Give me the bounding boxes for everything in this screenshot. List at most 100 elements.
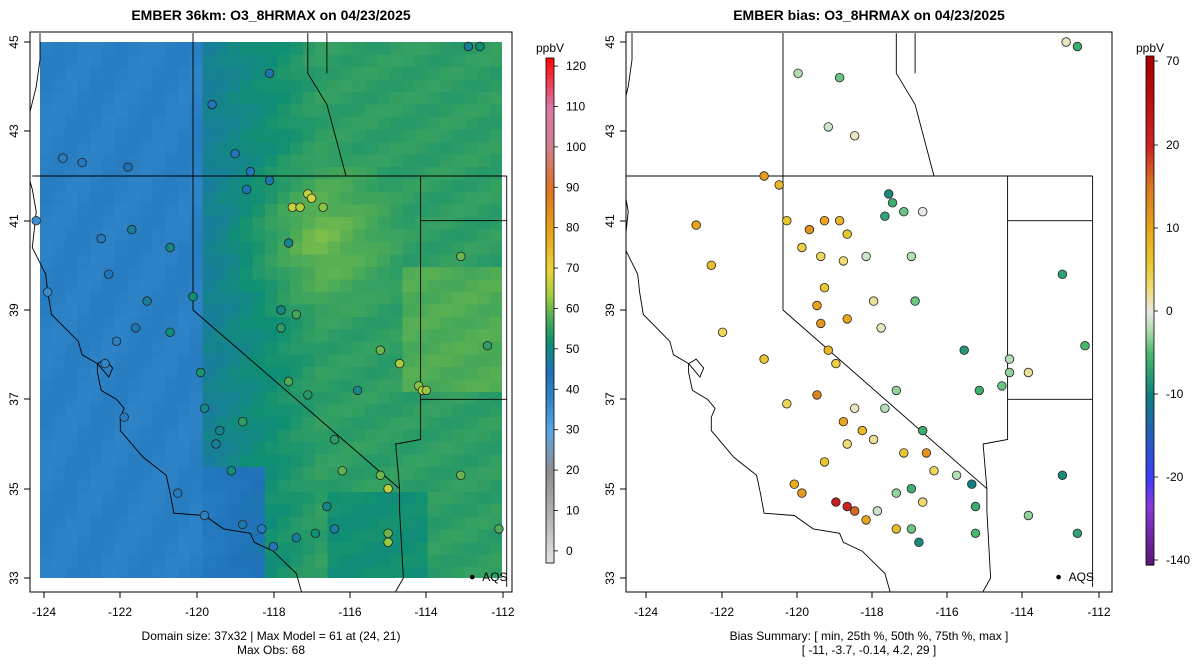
model-cell bbox=[490, 379, 502, 393]
colorbar-band bbox=[546, 487, 554, 493]
model-cell bbox=[290, 454, 303, 468]
model-cell bbox=[102, 404, 116, 418]
model-cell bbox=[415, 417, 428, 430]
model-cell bbox=[152, 167, 166, 180]
model-cell bbox=[177, 554, 191, 568]
model-cell bbox=[102, 92, 116, 105]
site-marker bbox=[850, 403, 860, 414]
model-cell bbox=[477, 104, 491, 118]
model-cell bbox=[90, 42, 103, 55]
colorbar-band bbox=[1146, 331, 1154, 336]
model-cell bbox=[202, 479, 216, 493]
colorbar-band bbox=[1146, 166, 1154, 171]
model-cell bbox=[227, 517, 241, 530]
model-cell bbox=[327, 392, 341, 405]
model-cell bbox=[452, 442, 466, 455]
colorbar-band bbox=[546, 428, 554, 434]
model-cell bbox=[240, 79, 253, 93]
model-cell bbox=[465, 542, 478, 555]
model-cell bbox=[390, 342, 403, 355]
model-cell bbox=[52, 142, 66, 155]
coastline bbox=[626, 33, 891, 592]
model-cell bbox=[477, 292, 491, 305]
model-cell bbox=[40, 92, 53, 105]
model-cell bbox=[315, 317, 328, 330]
site-marker bbox=[318, 202, 328, 213]
colorbar-band bbox=[546, 512, 554, 518]
model-cell bbox=[177, 479, 191, 493]
model-cell bbox=[490, 192, 502, 205]
model-cell bbox=[402, 367, 416, 380]
model-cell bbox=[265, 79, 278, 93]
model-cell bbox=[415, 529, 428, 543]
model-cell bbox=[327, 467, 341, 480]
model-cell bbox=[440, 67, 453, 80]
site-marker bbox=[494, 524, 504, 534]
colorbar-band bbox=[546, 226, 554, 232]
model-cell bbox=[77, 417, 91, 430]
model-cell bbox=[252, 167, 266, 180]
model-cell bbox=[352, 504, 366, 518]
model-cell bbox=[302, 217, 316, 230]
model-cell bbox=[327, 142, 341, 155]
model-field bbox=[40, 42, 502, 578]
colorbar-band bbox=[1146, 349, 1154, 354]
model-cell bbox=[65, 279, 78, 293]
model-cell bbox=[315, 329, 328, 343]
model-cell bbox=[352, 292, 366, 305]
model-cell bbox=[265, 117, 278, 130]
colorbar-band bbox=[1146, 301, 1154, 306]
model-cell bbox=[290, 479, 303, 493]
model-cell bbox=[127, 192, 141, 205]
model-cell bbox=[165, 417, 178, 430]
model-cell bbox=[427, 92, 441, 105]
model-cell bbox=[302, 379, 316, 393]
model-cell bbox=[365, 442, 378, 455]
x-tick-label: -118 bbox=[262, 605, 285, 619]
model-cell bbox=[440, 379, 453, 393]
model-cell bbox=[402, 554, 416, 568]
model-cell bbox=[52, 442, 66, 455]
model-cell bbox=[90, 417, 103, 430]
model-cell bbox=[402, 92, 416, 105]
model-cell bbox=[52, 517, 66, 530]
model-cell bbox=[115, 279, 128, 293]
model-cell bbox=[52, 67, 66, 80]
y-tick-label: 39 bbox=[603, 303, 617, 317]
model-cell bbox=[365, 129, 378, 143]
model-cell bbox=[465, 79, 478, 93]
colorbar-band bbox=[546, 108, 554, 114]
model-cell bbox=[127, 117, 141, 130]
model-cell bbox=[427, 142, 441, 155]
model-cell bbox=[290, 467, 303, 480]
model-cell bbox=[452, 392, 466, 405]
colorbar-frame bbox=[545, 57, 555, 564]
model-cell bbox=[340, 392, 353, 405]
model-cell bbox=[465, 442, 478, 455]
model-cell bbox=[402, 104, 416, 118]
model-cell bbox=[77, 479, 91, 493]
model-cell bbox=[115, 442, 128, 455]
colorbar-band bbox=[546, 499, 554, 505]
model-cell bbox=[315, 104, 328, 118]
model-cell bbox=[77, 317, 91, 330]
model-cell bbox=[390, 204, 403, 218]
site-marker bbox=[257, 524, 267, 534]
colorbar-band bbox=[1146, 505, 1154, 509]
model-cell bbox=[302, 92, 316, 105]
model-cell bbox=[252, 92, 266, 105]
colorbar-band bbox=[1146, 484, 1154, 488]
model-cell bbox=[165, 379, 178, 393]
model-cell bbox=[427, 129, 441, 143]
site-marker bbox=[918, 497, 928, 507]
model-cell bbox=[465, 154, 478, 168]
site-marker bbox=[918, 425, 928, 436]
model-cell bbox=[377, 67, 391, 80]
model-cell bbox=[327, 79, 341, 93]
model-cell bbox=[440, 542, 453, 555]
model-cell bbox=[152, 304, 166, 318]
x-tick-label: -118 bbox=[860, 605, 883, 619]
model-cell bbox=[252, 404, 266, 418]
colorbar-band bbox=[1146, 295, 1154, 300]
model-cell bbox=[290, 267, 303, 280]
